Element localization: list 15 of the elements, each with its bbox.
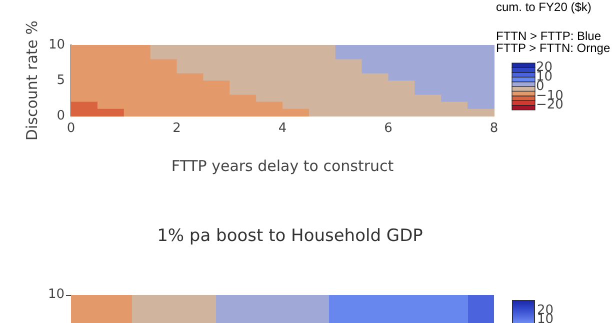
x-tick-label: 8 [490,121,498,136]
color-bar-label: −20 [536,98,564,113]
x-tick-label: 6 [384,121,392,136]
x-tick-label: 0 [66,121,76,136]
x-axis-title: FTTP years delay to construct [171,156,394,175]
y-tick-label: 5 [56,72,65,88]
y-tick-label: 10 [48,37,65,52]
text: cum. to FY20 ($k) [496,0,592,14]
text: 1% pa boost to Household GDP [156,226,424,246]
x-tick-label: 2 [172,121,181,136]
text: FTTN > FTTP: Blue [496,29,602,43]
text: FTTP > FTTN: Ornge [496,41,610,55]
y-axis-title: Discount rate % [22,20,41,141]
x-tick-label: 4 [278,121,287,136]
y-tick-label: 0 [56,108,65,124]
